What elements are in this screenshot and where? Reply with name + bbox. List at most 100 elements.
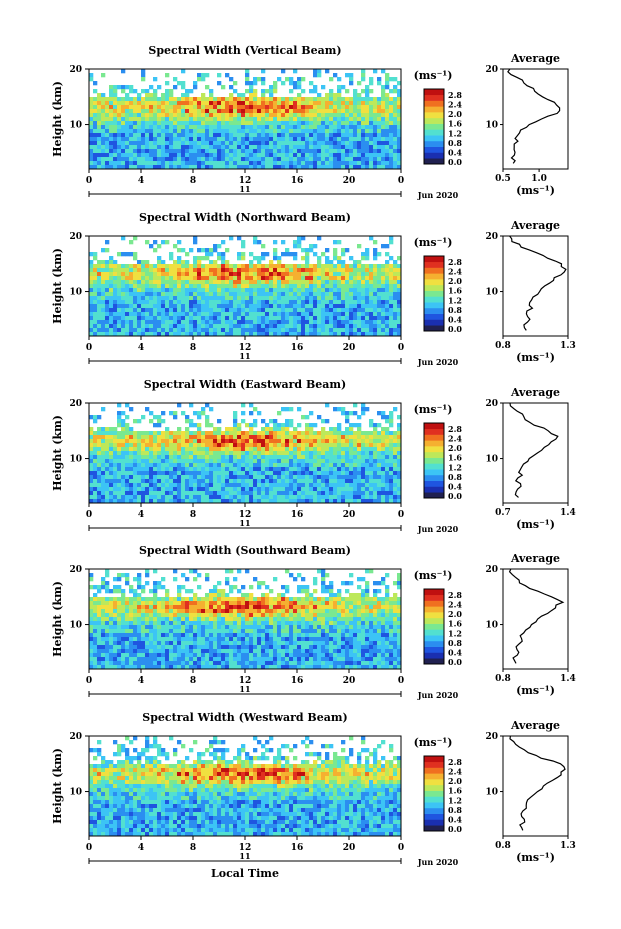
heatmap-cell [333,296,338,301]
heatmap-cell [225,121,230,126]
heatmap-cell [189,284,194,289]
heatmap-cell [377,443,382,448]
heatmap-cell [397,491,402,496]
heatmap-cell [385,93,390,98]
heatmap-cell [301,439,306,444]
heatmap-cell [305,312,310,317]
heatmap-cell [265,117,270,122]
heatmap-cell [369,324,374,329]
heatmap-cell [153,451,158,456]
heatmap-cell [253,268,258,273]
heatmap-cell [209,459,214,464]
heatmap-cell [161,296,166,301]
heatmap-cell [369,149,374,154]
heatmap-cell [277,113,282,118]
heatmap-cell [281,495,286,500]
heatmap-cell [241,121,246,126]
heatmap-cell [269,133,274,138]
heatmap-cell [109,137,114,142]
heatmap-cell [201,463,206,468]
heatmap-cell [101,109,106,114]
heatmap-cell [381,284,386,289]
heatmap-cell [337,256,342,261]
heatmap-cell [185,149,190,154]
heatmap-cell [93,491,98,496]
heatmap-cell [245,296,250,301]
heatmap-cell [277,288,282,293]
heatmap-cell [233,133,238,138]
heatmap-cell [137,312,142,317]
heatmap-cell [141,415,146,420]
heatmap-cell [177,240,182,245]
heatmap-cell [389,475,394,480]
heatmap-cell [205,431,210,436]
heatmap-cell [113,304,118,309]
heatmap-cell [361,435,366,440]
heatmap-cell [201,479,206,484]
heatmap-cell [305,483,310,488]
heatmap-cell [129,316,134,321]
heatmap-cell [357,316,362,321]
heatmap-cell [193,105,198,110]
heatmap-cell [245,483,250,488]
heatmap-cell [157,479,162,484]
heatmap-cell [101,499,106,504]
heatmap-cell [205,467,210,472]
heatmap-cell [245,125,250,130]
heatmap-cell [325,280,330,285]
heatmap-cell [329,475,334,480]
heatmap-cell [393,435,398,440]
heatmap-cell [101,312,106,317]
heatmap-cell [265,304,270,309]
heatmap-cell [313,272,318,277]
heatmap-cell [189,129,194,134]
heatmap-cell [225,471,230,476]
heatmap-cell [201,113,206,118]
heatmap-cell [121,288,126,293]
heatmap-cell [245,113,250,118]
heatmap-cell [241,411,246,416]
heatmap-cell [133,471,138,476]
heatmap-cell [137,165,142,170]
heatmap-cell [145,129,150,134]
heatmap-cell [261,312,266,317]
y-tick-label: 10 [69,121,82,131]
heatmap-cell [289,451,294,456]
heatmap-cell [373,272,378,277]
heatmap-cell [341,97,346,102]
heatmap-cell [113,93,118,98]
colorbar-segment [424,319,444,326]
heatmap-cell [125,161,130,166]
heatmap-cell [269,447,274,452]
heatmap-cell [105,153,110,158]
heatmap-cell [313,316,318,321]
heatmap-cell [285,328,290,333]
heatmap-cell [221,332,226,337]
heatmap-cell [381,153,386,158]
heatmap-cell [205,133,210,138]
heatmap-cell [273,312,278,317]
heatmap-cell [117,272,122,277]
heatmap-cell [133,463,138,468]
heatmap-cell [209,324,214,329]
heatmap-cell [201,483,206,488]
heatmap-cell [233,89,238,94]
heatmap-cell [385,439,390,444]
heatmap-cell [397,149,402,154]
heatmap-cell [301,296,306,301]
heatmap-cell [125,137,130,142]
heatmap-cell [101,276,106,281]
heatmap-cell [293,288,298,293]
heatmap-cell [117,288,122,293]
heatmap-cell [301,479,306,484]
heatmap-cell [353,459,358,464]
heatmap-cell [393,447,398,452]
heatmap-cell [297,407,302,412]
heatmap-cell [209,149,214,154]
heatmap-cell [301,447,306,452]
heatmap-cell [389,495,394,500]
heatmap-cell [289,97,294,102]
heatmap-cell [225,491,230,496]
heatmap-cell [369,463,374,468]
heatmap-cell [313,125,318,130]
